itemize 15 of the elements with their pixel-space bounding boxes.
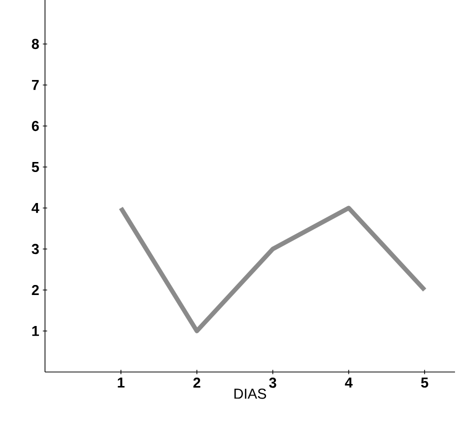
y-tick-label: 5: [32, 162, 39, 172]
x-tick-label: 3: [269, 378, 276, 388]
y-tick-label: 6: [32, 120, 39, 132]
y-tick-label: 1: [32, 326, 39, 336]
x-tick-label: 5: [421, 378, 428, 388]
x-tick-label: 1: [118, 378, 125, 388]
y-tick-label: 4: [32, 203, 40, 213]
y-tick-label: 7: [32, 80, 39, 90]
y-tick-label: 2: [32, 284, 39, 296]
x-tick-label: 2: [193, 378, 200, 388]
x-axis-title: DIAS: [234, 388, 266, 399]
x-tick-label: 4: [344, 378, 353, 388]
line-series: [118, 206, 427, 334]
y-tick-label: 3: [32, 244, 39, 254]
y-tick-label: 8: [32, 38, 39, 50]
